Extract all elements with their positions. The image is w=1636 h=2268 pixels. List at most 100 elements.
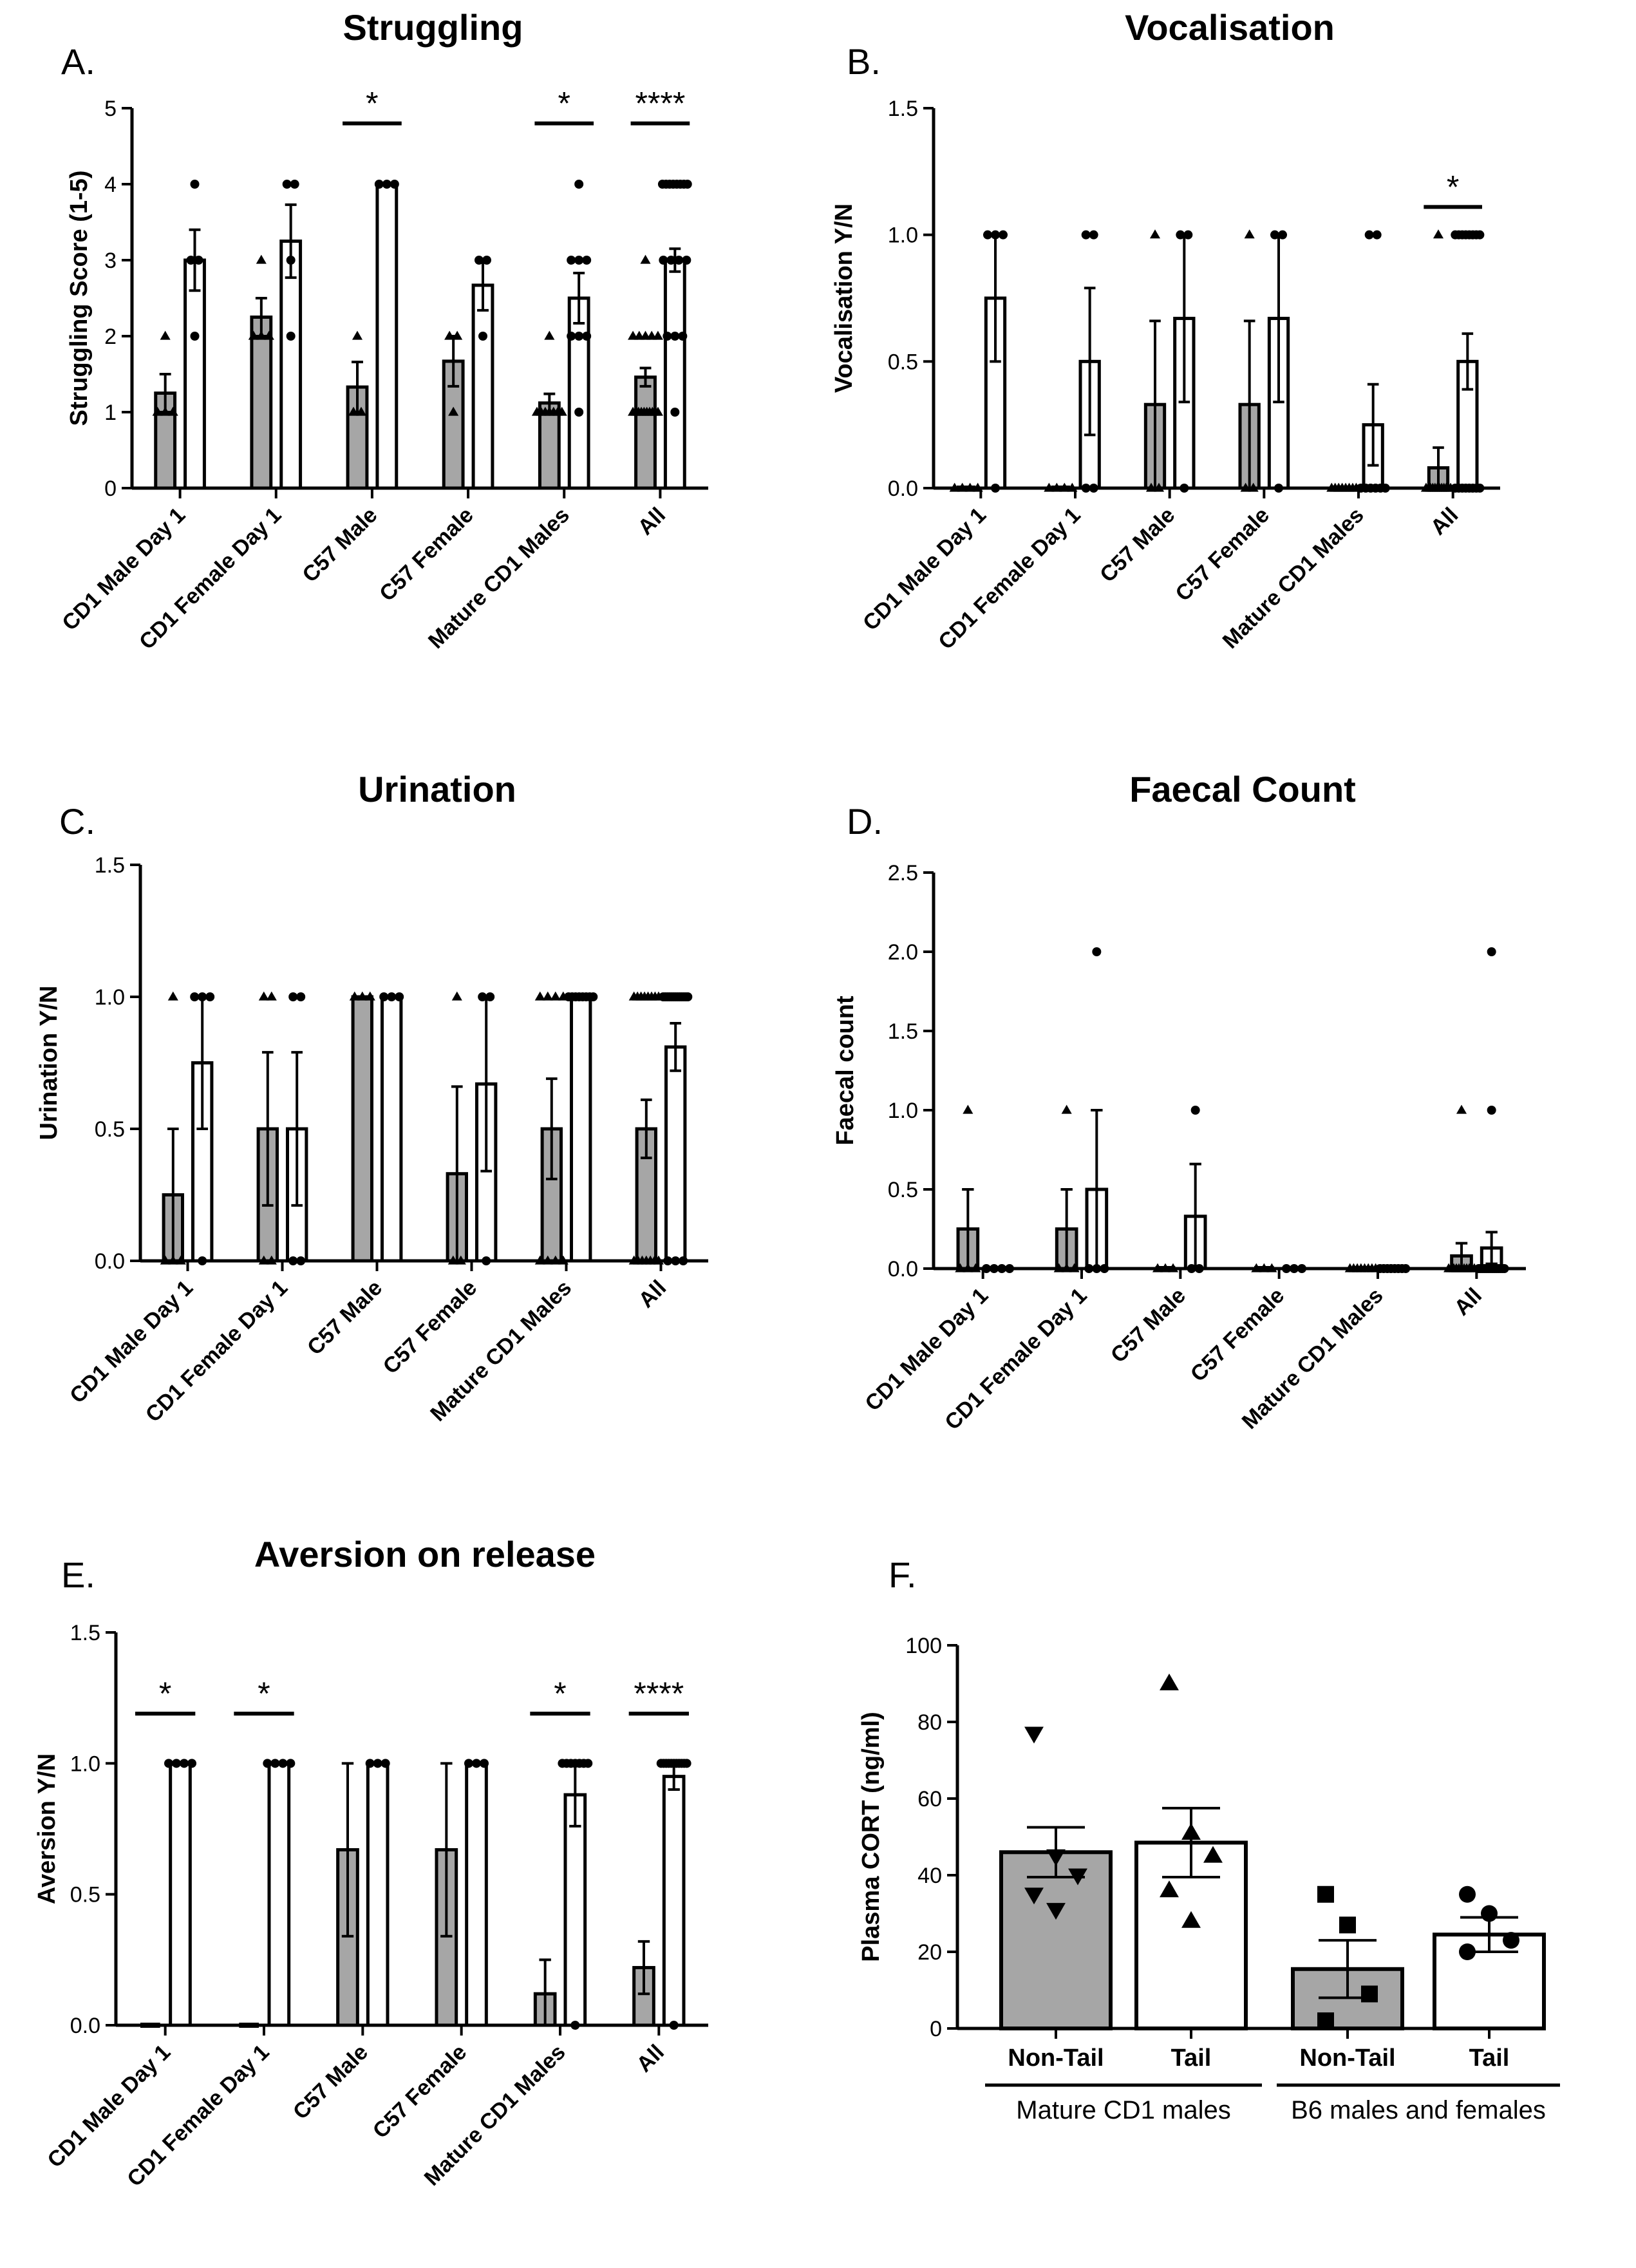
data-point — [1051, 482, 1062, 492]
y-tick-label: 0.5 — [888, 350, 918, 374]
bar-tail — [563, 1793, 587, 2027]
data-point — [172, 1759, 181, 1768]
data-point — [286, 1759, 296, 1768]
y-tick-label: 3 — [104, 249, 117, 273]
significance-label: * — [258, 1676, 270, 1712]
data-point — [1068, 1868, 1087, 1885]
panel-title: Urination — [358, 769, 516, 809]
bar-non-tail — [250, 316, 273, 490]
bar-tail — [169, 1761, 192, 2027]
data-point — [1084, 1264, 1094, 1273]
data-point — [669, 2021, 679, 2030]
y-tick-label: 100 — [905, 1634, 942, 1658]
x-tick-label: C57 Female — [1171, 503, 1274, 607]
data-point — [957, 482, 968, 492]
data-point — [1459, 1885, 1476, 1903]
panel-f: F. 0 20 40 60 80 100 Plasma CORT (ng/ml) Non-Tai… — [858, 1555, 1560, 2124]
data-point — [1361, 1985, 1378, 2003]
x-tick-label: C57 Male — [303, 1276, 387, 1360]
y-axis-label: Vocalisation Y/N — [831, 203, 858, 393]
data-point — [263, 1759, 272, 1768]
panel-b: B. Vocalisation 0.0 0.5 1.0 1.5 Vocalisation Y… — [831, 7, 1500, 654]
data-point — [205, 992, 215, 1001]
panel-title: Vocalisation — [1125, 7, 1335, 48]
data-point — [574, 256, 584, 265]
bar-tail — [570, 995, 592, 1263]
data-point — [1203, 1846, 1223, 1863]
panel-title: Struggling — [343, 7, 523, 48]
y-tick-label: 5 — [104, 97, 117, 121]
data-point — [1046, 1903, 1066, 1920]
panel-letter: D. — [847, 801, 883, 842]
data-point — [451, 991, 462, 1001]
y-tick-label: 1.5 — [70, 1621, 100, 1645]
data-point — [186, 256, 196, 265]
significance-label: **** — [635, 86, 685, 122]
data-point — [570, 2021, 580, 2030]
data-point — [478, 992, 487, 1001]
bar-tail — [471, 283, 494, 490]
significance-label: * — [554, 1676, 566, 1712]
data-point — [574, 180, 584, 189]
data-point — [296, 992, 306, 1001]
data-point — [190, 992, 200, 1001]
data-point — [1248, 482, 1259, 492]
data-point — [556, 406, 567, 416]
data-point — [286, 332, 296, 341]
data-point — [1297, 1264, 1306, 1273]
data-point — [1487, 1106, 1496, 1115]
y-tick-label: 0.5 — [70, 1883, 100, 1907]
data-point — [444, 330, 455, 340]
data-point — [160, 330, 171, 340]
x-tick-label: All — [632, 2040, 669, 2077]
data-point — [663, 332, 672, 341]
data-point — [663, 1256, 673, 1265]
data-point — [542, 1255, 553, 1265]
data-point — [678, 332, 688, 341]
data-point — [1046, 1849, 1066, 1866]
data-point — [1152, 1263, 1163, 1272]
bar-tail — [375, 182, 399, 490]
data-point — [963, 1104, 973, 1114]
y-tick-label: 0.0 — [70, 2014, 100, 2038]
x-tick-label: Tail — [1469, 2045, 1510, 2072]
data-point — [682, 256, 691, 265]
data-point — [1481, 1905, 1498, 1922]
data-point — [160, 1255, 171, 1265]
data-point — [1061, 1104, 1072, 1114]
data-point — [387, 992, 397, 1001]
bar-tail — [183, 258, 206, 490]
data-point — [180, 1759, 189, 1768]
data-point — [263, 330, 274, 340]
data-point — [997, 1264, 1006, 1273]
data-point — [1081, 230, 1091, 240]
data-point — [1067, 482, 1078, 492]
data-point — [175, 1255, 186, 1265]
data-point — [982, 1264, 991, 1273]
data-point — [990, 1264, 999, 1273]
data-point — [382, 180, 391, 189]
data-point — [1500, 1264, 1509, 1273]
data-point — [364, 991, 375, 1001]
y-tick-label: 60 — [917, 1787, 942, 1811]
data-point — [485, 992, 495, 1001]
bar-tail — [366, 1761, 390, 2027]
data-point — [1061, 1263, 1072, 1272]
data-point — [482, 1256, 491, 1265]
data-point — [1240, 482, 1251, 492]
data-point — [198, 1256, 207, 1265]
data-point — [1317, 2012, 1334, 2030]
y-tick-label: 2 — [104, 325, 117, 349]
y-tick-label: 1.5 — [95, 853, 125, 878]
x-tick-label: Tail — [1171, 2045, 1212, 2072]
data-point — [1187, 1264, 1196, 1273]
data-point — [1282, 1264, 1291, 1273]
data-point — [1194, 1264, 1204, 1273]
data-point — [679, 1256, 688, 1265]
significance-label: **** — [634, 1676, 684, 1712]
y-tick-label: 1.0 — [95, 985, 125, 1010]
data-point — [653, 1255, 664, 1265]
data-point — [1160, 1673, 1179, 1690]
data-point — [991, 230, 1000, 240]
y-tick-label: 0 — [104, 477, 117, 501]
